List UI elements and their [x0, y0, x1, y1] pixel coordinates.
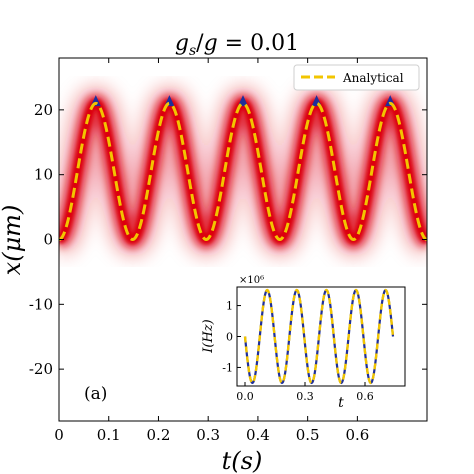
panel-label: (a) [84, 384, 107, 404]
legend-box [293, 64, 420, 91]
inset-chart: 0.0 0.3 0.6 1 0 -1 ×10⁶ I(Hz) t [201, 275, 406, 411]
inset-ticks: 0.0 0.3 0.6 1 0 -1 [222, 300, 373, 403]
x-tick-label: 0.1 [97, 426, 121, 444]
analytical-curve-group [59, 101, 427, 241]
title-subscript: s [189, 43, 196, 59]
y-axis-label: x(μm) [0, 205, 26, 276]
analytical-curve [59, 101, 427, 241]
y-tick-label: 0 [43, 231, 53, 249]
x-tick-label: 0.5 [296, 426, 320, 444]
x-tick-label: 0.2 [147, 426, 171, 444]
inset-analytical-curve [243, 288, 395, 385]
title-value: = 0.01 [218, 31, 299, 56]
title-g: g [204, 31, 218, 56]
inset-x-tick-label: 0.3 [296, 390, 314, 403]
inset-x-label: t [338, 395, 344, 411]
inset-x-tick-label: 0.0 [236, 390, 254, 403]
numerical-peaks [90, 95, 396, 107]
inset-y-tick-label: -1 [222, 361, 233, 374]
inset-background [237, 287, 405, 386]
legend-label-analytical: Analytical [342, 71, 404, 85]
x-tick-label: 0 [54, 426, 64, 444]
inset-plot-area [243, 288, 395, 385]
title-g-s: g [175, 31, 189, 56]
x-tick-label: 0.3 [196, 426, 220, 444]
inset-x-tick-label: 0.6 [356, 390, 374, 403]
y-tick-label: -10 [29, 295, 53, 313]
y-tick-label: 10 [34, 166, 53, 184]
x-axis-label: t(s) [222, 447, 263, 474]
inset-y-label: I(Hz) [201, 319, 216, 353]
main-plot-area [59, 86, 427, 257]
inset-y-tick-label: 1 [226, 300, 233, 313]
x-tick-label: 0.6 [345, 426, 369, 444]
y-tick-label: -20 [29, 360, 53, 378]
inset-multiplier: ×10⁶ [239, 275, 264, 286]
y-tick-label: 20 [34, 101, 53, 119]
title-slash: / [196, 31, 204, 56]
numerical-peak-marker [238, 95, 248, 107]
inset-y-tick-label: 0 [226, 331, 233, 344]
legend: Analytical [293, 64, 420, 91]
x-tick-label: 0.4 [246, 426, 270, 444]
chart-title: gs/g = 0.01 [175, 31, 299, 59]
